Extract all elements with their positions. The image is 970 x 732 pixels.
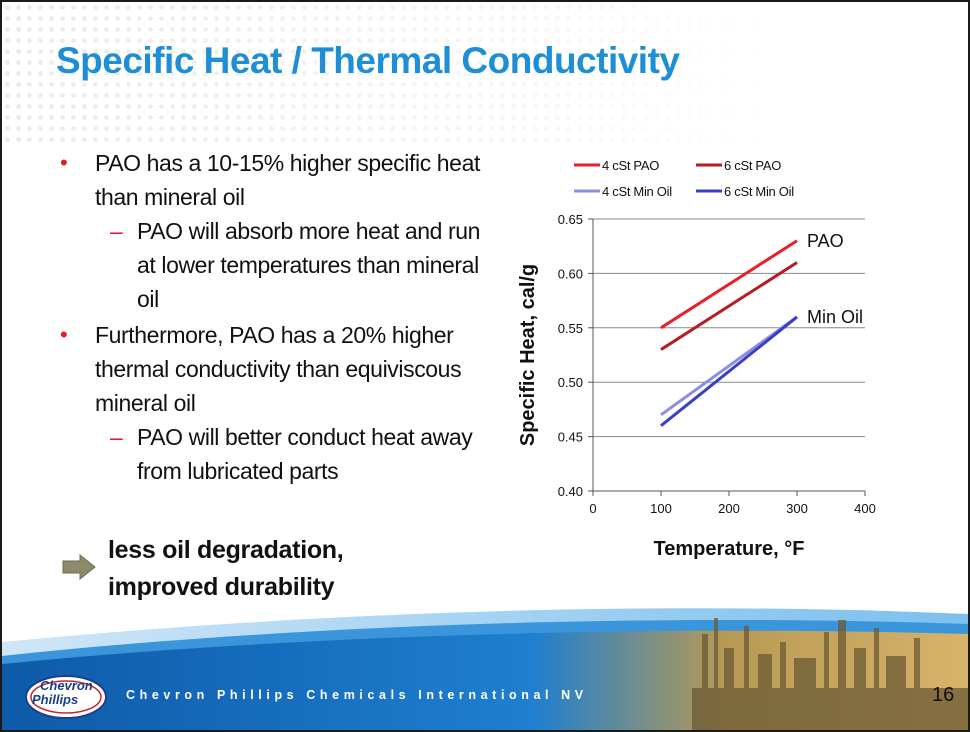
y-tick-label: 0.55 — [558, 321, 583, 336]
x-tick-label: 0 — [589, 501, 596, 516]
conclusion-line-2: improved durability — [108, 573, 335, 601]
y-tick-label: 0.60 — [558, 266, 583, 281]
right-arrow-icon — [62, 554, 96, 580]
sub-bullet-marker: – — [110, 424, 123, 450]
sub-bullet-item: – PAO will absorb more heat and run at lo… — [60, 214, 500, 316]
y-tick-label: 0.50 — [558, 375, 583, 390]
bullet-text: Furthermore, PAO has a 20% higher therma… — [95, 322, 462, 416]
slide-title: Specific Heat / Thermal Conductivity — [56, 40, 680, 81]
refinery-silhouette — [692, 618, 968, 730]
line-annotation: Min Oil — [807, 307, 863, 327]
conclusion-line-1: less oil degradation, — [108, 536, 344, 564]
x-tick-label: 200 — [718, 501, 740, 516]
logo-text-chevron: Chevron — [40, 678, 93, 693]
bullet-text: PAO has a 10-15% higher specific heat th… — [95, 150, 480, 210]
legend-label: 6 cSt Min Oil — [724, 184, 794, 199]
bullet-text: PAO will better conduct heat away from l… — [137, 424, 473, 484]
chevron-phillips-logo — [25, 675, 107, 719]
conclusion-text: less oil degradation, improved durabilit… — [108, 532, 428, 606]
footer-company-name: Chevron Phillips Chemicals International… — [126, 688, 588, 702]
page-number: 16 — [932, 684, 955, 706]
dotted-background-fade — [2, 2, 968, 142]
x-tick-label: 300 — [786, 501, 808, 516]
legend-label: 4 cSt Min Oil — [602, 184, 672, 199]
x-axis-title: Temperature, °F — [654, 538, 805, 560]
line-annotation: PAO — [807, 231, 844, 251]
series-line — [660, 315, 798, 427]
bullet-list: • PAO has a 10-15% higher specific heat t… — [60, 144, 500, 488]
y-tick-label: 0.40 — [558, 484, 583, 499]
bullet-item: • PAO has a 10-15% higher specific heat t… — [60, 146, 500, 214]
sub-bullet-marker: – — [110, 218, 123, 244]
bullet-text: PAO will absorb more heat and run at low… — [137, 218, 481, 312]
legend-label: 4 cSt PAO — [602, 158, 659, 173]
series-line — [660, 239, 798, 330]
series-line — [660, 261, 798, 351]
bullet-marker: • — [60, 150, 68, 175]
specific-heat-chart: 0.40 0.45 0.50 0.55 0.60 0.65 0 100 200 300 400 PAO… — [517, 158, 876, 560]
y-axis-title: Specific Heat, cal/g — [517, 264, 539, 446]
x-tick-label: 100 — [650, 501, 672, 516]
bullet-item: • Furthermore, PAO has a 20% higher therm… — [60, 318, 500, 420]
footer-banner — [2, 608, 968, 730]
logo-text-phillips: Phillips — [32, 692, 79, 707]
x-tick-label: 400 — [854, 501, 876, 516]
y-tick-label: 0.65 — [558, 212, 583, 227]
bullet-marker: • — [60, 322, 68, 347]
y-tick-label: 0.45 — [558, 430, 583, 445]
legend-label: 6 cSt PAO — [724, 158, 781, 173]
sub-bullet-item: – PAO will better conduct heat away from … — [60, 420, 500, 488]
